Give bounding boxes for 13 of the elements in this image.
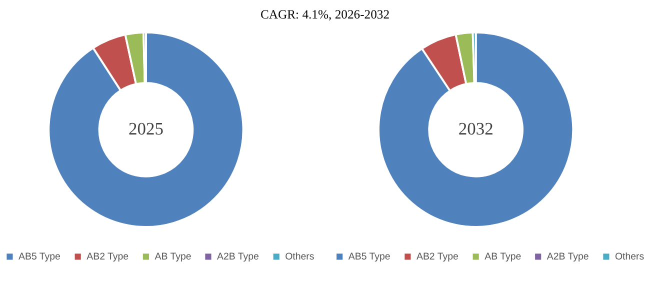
text: 2032 [458,118,494,139]
legend-label: AB Type [484,252,522,263]
legend-label: AB5 Type [18,252,60,263]
legend-label: AB Type [154,252,192,263]
text: 2025 [128,118,164,139]
legend-label: Others [285,252,314,263]
legend-label: AB2 Type [86,252,129,263]
legend-label: A2B Type [546,252,589,263]
slice-label: AB5 Type [348,252,390,263]
legend-label: AB2 Type [416,252,458,263]
legend-label: A2B Type [216,252,259,263]
legend-label: Others [614,252,644,263]
text: CAGR: 4.1%, 2026-2032 [260,7,390,22]
